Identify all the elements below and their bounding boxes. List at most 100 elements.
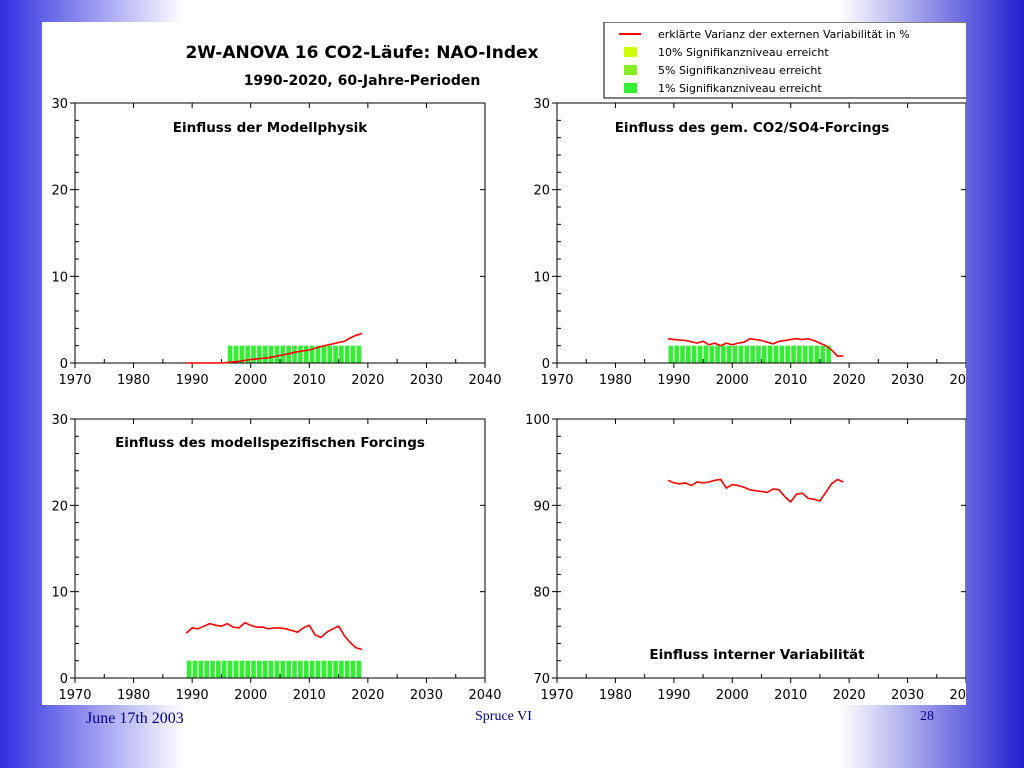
significance-bar bbox=[321, 345, 327, 363]
figure-title: 2W-ANOVA 16 CO2-Läufe: NAO-Index bbox=[185, 43, 538, 63]
significance-bar bbox=[292, 660, 297, 678]
x-tick-label: 2040 bbox=[468, 373, 501, 388]
figure-subtitle: 1990-2020, 60-Jahre-Perioden bbox=[244, 73, 481, 89]
significance-bar bbox=[251, 660, 256, 678]
significance-bar bbox=[668, 345, 674, 363]
significance-bar bbox=[709, 345, 715, 363]
figure-svg: 2W-ANOVA 16 CO2-Läufe: NAO-Index 1990-202… bbox=[51, 21, 983, 703]
y-tick-label: 10 bbox=[51, 586, 68, 601]
slide-number: 28 bbox=[920, 709, 934, 724]
significance-bar bbox=[738, 345, 744, 363]
significance-bar bbox=[245, 660, 251, 678]
x-tick-label: 2030 bbox=[410, 373, 443, 388]
x-tick-label: 2020 bbox=[351, 688, 384, 703]
x-tick-label: 2000 bbox=[716, 373, 749, 388]
significance-bar bbox=[802, 345, 808, 363]
significance-bar bbox=[233, 660, 239, 678]
footer-center: Spruce VI bbox=[475, 709, 532, 724]
legend-entry-label: 5% Signifikanzniveau erreicht bbox=[658, 64, 822, 77]
significance-bar bbox=[686, 345, 691, 363]
x-tick-label: 1970 bbox=[540, 373, 573, 388]
significance-bar bbox=[820, 345, 826, 363]
significance-bar bbox=[721, 345, 726, 363]
significance-bar bbox=[350, 345, 356, 363]
x-tick-label: 2010 bbox=[774, 373, 807, 388]
significance-bar bbox=[344, 660, 350, 678]
significance-bar bbox=[303, 660, 309, 678]
significance-bar bbox=[186, 660, 192, 678]
significance-bar bbox=[227, 345, 233, 363]
significance-bar bbox=[221, 660, 227, 678]
significance-bar bbox=[773, 345, 779, 363]
significance-bar bbox=[280, 660, 286, 678]
significance-bar bbox=[767, 345, 773, 363]
significance-bar bbox=[779, 345, 785, 363]
significance-bar bbox=[192, 660, 198, 678]
legend-entry-label: 10% Signifikanzniveau erreicht bbox=[658, 46, 829, 59]
significance-bar bbox=[210, 660, 215, 678]
legend-entry-label: erklärte Varianz der externen Variabilit… bbox=[658, 28, 910, 41]
significance-bar bbox=[298, 345, 303, 363]
significance-bar bbox=[674, 345, 679, 363]
y-tick-label: 90 bbox=[533, 499, 550, 514]
significance-bar bbox=[309, 345, 315, 363]
significance-bar bbox=[732, 345, 738, 363]
significance-bar bbox=[257, 660, 262, 678]
y-tick-label: 20 bbox=[51, 184, 68, 199]
significance-bar bbox=[762, 345, 767, 363]
significance-bar bbox=[327, 345, 333, 363]
chart-panel-4: 1970 1980 1990 2000 2010 2020 2030 2040 70 80 90 10… bbox=[525, 413, 982, 703]
y-tick-label: 80 bbox=[533, 586, 550, 601]
x-tick-label: 1990 bbox=[176, 688, 209, 703]
legend-box bbox=[603, 21, 977, 99]
x-tick-label: 2000 bbox=[234, 373, 267, 388]
x-tick-label: 2010 bbox=[774, 688, 807, 703]
significance-bar bbox=[204, 660, 210, 678]
x-tick-label: 2000 bbox=[716, 688, 749, 703]
significance-bar bbox=[791, 345, 796, 363]
significance-bar bbox=[268, 345, 274, 363]
significance-bar bbox=[333, 345, 338, 363]
significance-bar bbox=[321, 660, 327, 678]
x-tick-label: 1980 bbox=[117, 688, 150, 703]
y-tick-label: 0 bbox=[60, 357, 68, 372]
y-tick-label: 30 bbox=[51, 413, 68, 428]
x-tick-label: 1970 bbox=[58, 373, 91, 388]
significance-bar bbox=[356, 660, 362, 678]
panel-title: Einfluss der Modellphysik bbox=[173, 120, 369, 136]
legend-entry-label: 1% Signifikanzniveau erreicht bbox=[658, 82, 822, 95]
significance-bar bbox=[274, 345, 280, 363]
data-line bbox=[185, 621, 363, 651]
x-tick-label: 2030 bbox=[891, 688, 924, 703]
x-tick-label: 2020 bbox=[833, 688, 866, 703]
panel-title: Einfluss des modellspezifischen Forcings bbox=[115, 435, 425, 451]
significance-bar bbox=[309, 660, 315, 678]
plot-frame bbox=[74, 102, 486, 364]
plot-frame bbox=[556, 418, 967, 679]
x-tick-label: 2030 bbox=[891, 373, 924, 388]
significance-bar bbox=[333, 660, 338, 678]
y-tick-label: 20 bbox=[533, 184, 550, 199]
significance-bar bbox=[227, 660, 233, 678]
y-tick-label: 0 bbox=[60, 672, 68, 687]
legend-box-swatch bbox=[624, 83, 637, 93]
significance-bar bbox=[339, 660, 344, 678]
significance-bar bbox=[298, 660, 303, 678]
significance-bar bbox=[797, 345, 802, 363]
significance-bar bbox=[344, 345, 350, 363]
panel-title: Einfluss des gem. CO2/SO4-Forcings bbox=[615, 120, 890, 136]
data-line bbox=[667, 337, 844, 357]
chart-panel-2: 197019801990200020102020203020400102030E… bbox=[533, 97, 982, 388]
significance-bar bbox=[262, 345, 268, 363]
significance-bar bbox=[198, 660, 204, 678]
x-tick-label: 1990 bbox=[657, 373, 690, 388]
y-tick-label: 30 bbox=[533, 97, 550, 112]
x-tick-label: 2010 bbox=[293, 373, 326, 388]
x-tick-label: 1980 bbox=[599, 688, 632, 703]
significance-bar bbox=[726, 345, 732, 363]
significance-bar bbox=[257, 345, 262, 363]
x-tick-label: 1970 bbox=[58, 688, 91, 703]
legend-box-swatch bbox=[624, 47, 637, 57]
plot-frame bbox=[74, 418, 486, 679]
significance-bar bbox=[268, 660, 274, 678]
